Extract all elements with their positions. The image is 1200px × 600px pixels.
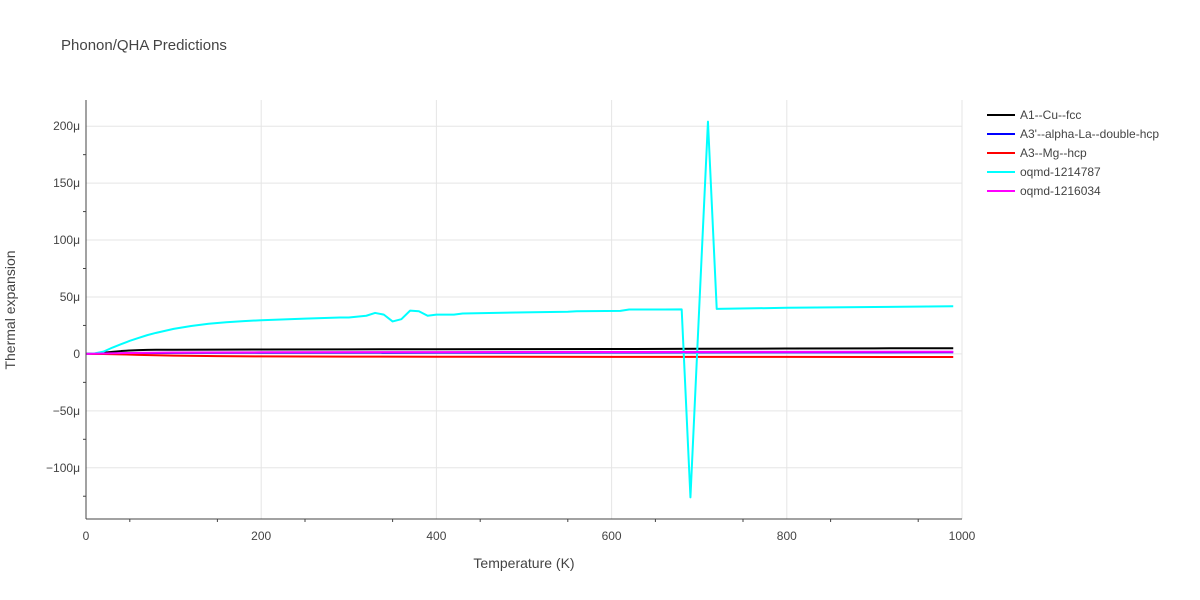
y-tick-label: −100μ — [46, 461, 80, 475]
legend-label: A3--Mg--hcp — [1020, 146, 1087, 160]
chart-title: Phonon/QHA Predictions — [61, 37, 227, 54]
y-tick-label: 0 — [73, 347, 80, 361]
legend-label: A1--Cu--fcc — [1020, 108, 1081, 122]
legend-item[interactable]: A3'--alpha-La--double-hcp — [987, 127, 1159, 141]
plot-area — [85, 120, 954, 499]
y-tick-label: −50μ — [53, 404, 80, 418]
x-tick-label: 200 — [251, 529, 271, 543]
x-tick-label: 800 — [777, 529, 797, 543]
legend-item[interactable]: A3--Mg--hcp — [987, 146, 1087, 160]
legend-item[interactable]: oqmd-1214787 — [987, 165, 1101, 179]
x-tick-label: 600 — [602, 529, 622, 543]
legend-label: oqmd-1214787 — [1020, 165, 1101, 179]
series-line-1 — [85, 347, 954, 355]
legend: A1--Cu--fcc A3'--alpha-La--double-hcp A3--… — [987, 108, 1159, 198]
y-tick-label: 150μ — [53, 176, 80, 190]
series-line-3 — [85, 352, 954, 358]
x-tick-label: 0 — [83, 529, 90, 543]
y-tick-label: 50μ — [60, 290, 80, 304]
x-tick-label: 400 — [426, 529, 446, 543]
legend-item[interactable]: A1--Cu--fcc — [987, 108, 1081, 122]
y-axis-title: Thermal expansion — [2, 250, 18, 369]
series-line-4 — [85, 120, 954, 499]
x-tick-label: 1000 — [949, 529, 976, 543]
legend-label: oqmd-1216034 — [1020, 184, 1101, 198]
axes: 0 200 400 600 800 1000 −100μ −50μ 0 50μ 100μ 150μ 20… — [46, 100, 976, 543]
y-tick-label: 100μ — [53, 233, 80, 247]
grid — [86, 100, 963, 519]
legend-label: A3'--alpha-La--double-hcp — [1020, 127, 1159, 141]
legend-item[interactable]: oqmd-1216034 — [987, 184, 1101, 198]
y-tick-label: 200μ — [53, 119, 80, 133]
x-axis-title: Temperature (K) — [473, 555, 574, 571]
series-line-5 — [85, 350, 954, 355]
